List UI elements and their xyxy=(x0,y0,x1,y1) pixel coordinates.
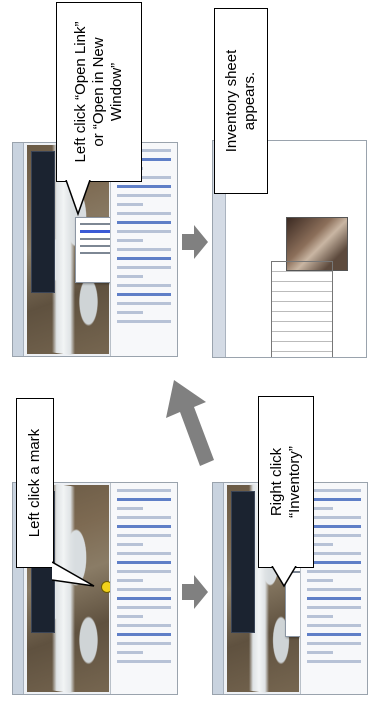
inventory-photo xyxy=(286,217,348,271)
callout-inventory-appears: Inventory sheet appears. xyxy=(214,8,268,194)
toolbar xyxy=(213,141,226,357)
toolbar xyxy=(213,483,224,694)
side-panel xyxy=(110,483,177,694)
callout-left-click-line1: Left click a mark xyxy=(26,428,43,538)
side-panel xyxy=(110,143,177,356)
arrow-right-bottom xyxy=(182,575,208,609)
callout-open-link-line1: Left click “Open Link” xyxy=(72,21,89,163)
callout-tail xyxy=(271,566,297,588)
arrow-right-icon xyxy=(182,575,208,609)
arrow-diagonal-up xyxy=(166,380,214,466)
arrow-right-top xyxy=(182,225,208,259)
callout-right-click-inventory: Right click “Inventory” xyxy=(258,396,314,568)
toolbar xyxy=(13,143,24,356)
toolbar xyxy=(13,483,24,694)
arrow-right-icon xyxy=(182,225,208,259)
callout-inventory-line1: Inventory sheet xyxy=(223,49,240,153)
callout-inventory-line2: appears. xyxy=(241,71,258,131)
layer-panel xyxy=(231,491,255,633)
callout-right-click-line2: “Inventory” xyxy=(286,446,303,518)
callout-left-click-mark: Left click a mark xyxy=(16,398,54,568)
arrow-up-icon xyxy=(166,380,214,466)
callout-tail xyxy=(52,561,95,587)
callout-tail xyxy=(65,180,91,216)
callout-open-link: Left click “Open Link” or “Open in New W… xyxy=(56,2,142,182)
layer-panel xyxy=(31,151,55,293)
callout-right-click-line1: Right click xyxy=(268,447,285,517)
screenshot-left-click-mark xyxy=(12,482,178,695)
inventory-table xyxy=(271,261,333,357)
callout-open-link-line2: or “Open in New xyxy=(90,37,107,147)
callout-open-link-line3: Window” xyxy=(108,62,125,122)
